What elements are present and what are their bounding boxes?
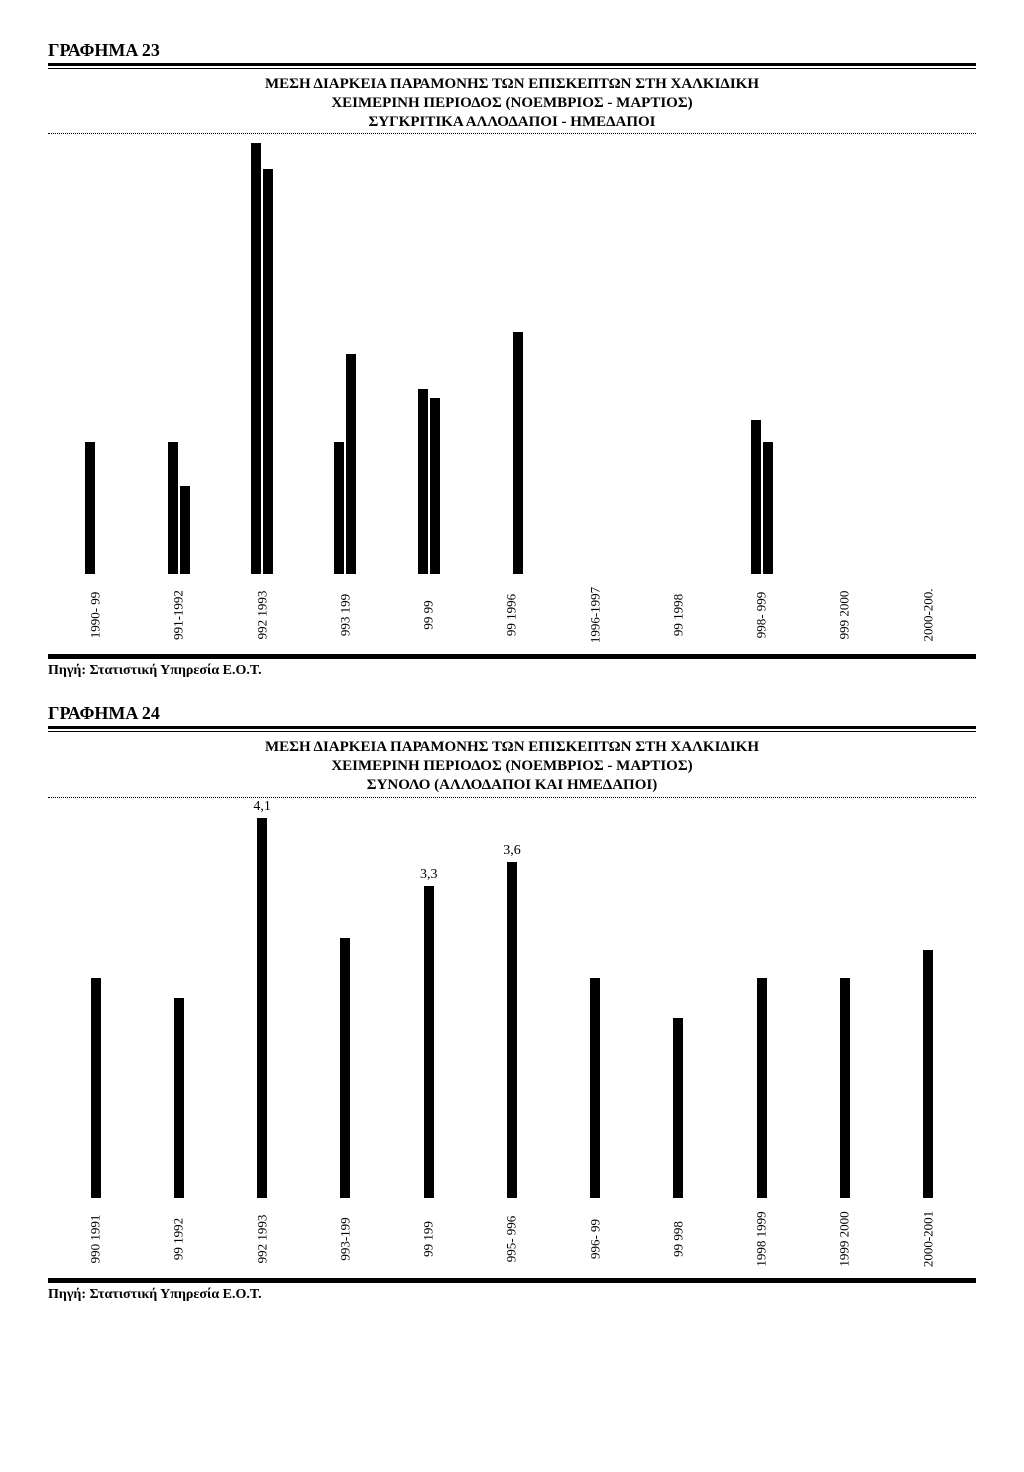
chart-23-rule xyxy=(48,63,976,69)
chart-24: ΓΡΑΦΗΜΑ 24 ΜΕΣΗ ΔΙΑΡΚΕΙΑ ΠΑΡΑΜΟΝΗΣ ΤΩΝ Ε… xyxy=(48,703,976,1302)
chart-24-bar-slot xyxy=(803,798,886,1198)
chart-23-x-label: 99 1998 xyxy=(643,574,713,657)
chart-23-title-line3: ΣΥΓΚΡΙΤΙΚΑ ΑΛΛΟΔΑΠΟΙ - ΗΜΕΔΑΠΟΙ xyxy=(48,113,976,132)
chart-23-bar-a xyxy=(168,442,178,574)
chart-23-bar-b xyxy=(763,442,773,574)
chart-23-bar-slot xyxy=(554,134,637,574)
chart-23-x-label: 991-1992 xyxy=(144,574,214,657)
chart-24-rule xyxy=(48,726,976,732)
chart-24-bar-slot xyxy=(137,798,220,1198)
chart-24-x-label: 1999 2000 xyxy=(810,1197,880,1280)
chart-24-x-label: 99 199 xyxy=(394,1197,464,1280)
chart-24-bar xyxy=(590,978,600,1198)
chart-24-bar xyxy=(174,998,184,1198)
chart-24-bar xyxy=(424,886,434,1198)
chart-24-x-label: 995- 996 xyxy=(477,1197,547,1280)
chart-24-title-line2: ΧΕΙΜΕΡΙΝΗ ΠΕΡΙΟΔΟΣ (ΝΟΕΜΒΡΙΟΣ - ΜΑΡΤΙΟΣ) xyxy=(48,757,976,776)
chart-24-source: Πηγή: Στατιστική Υπηρεσία Ε.Ο.Τ. xyxy=(48,1287,976,1303)
chart-24-bar xyxy=(923,950,933,1198)
chart-24-bar xyxy=(840,978,850,1198)
chart-24-x-label: 990 1991 xyxy=(61,1197,131,1280)
chart-23-bar-a xyxy=(334,442,344,574)
chart-24-bar-slot xyxy=(54,798,137,1198)
chart-24-value-label: 4,1 xyxy=(253,798,271,814)
chart-24-bar xyxy=(340,938,350,1198)
chart-23-bar-b xyxy=(346,354,356,574)
chart-24-x-label: 992 1993 xyxy=(227,1197,297,1280)
chart-23-bar-b xyxy=(430,398,440,574)
chart-24-bar-slot xyxy=(554,798,637,1198)
chart-23-source: Πηγή: Στατιστική Υπηρεσία Ε.Ο.Τ. xyxy=(48,663,976,679)
chart-24-bar-slot: 4,1 xyxy=(221,798,304,1198)
chart-24-bar-slot xyxy=(720,798,803,1198)
chart-24-bar xyxy=(257,818,267,1198)
chart-23-bar-slot xyxy=(304,134,387,574)
chart-23-bar-a xyxy=(85,442,95,574)
chart-24-x-label: 99 1992 xyxy=(144,1197,214,1280)
chart-23-x-label: 1996-1997 xyxy=(560,574,630,657)
chart-23-bar-slot xyxy=(637,134,720,574)
chart-24-titles: ΜΕΣΗ ΔΙΑΡΚΕΙΑ ΠΑΡΑΜΟΝΗΣ ΤΩΝ ΕΠΙΣΚΕΠΤΩΝ Σ… xyxy=(48,738,976,794)
chart-24-x-label: 2000-2001 xyxy=(893,1197,963,1280)
chart-23-bar-slot xyxy=(387,134,470,574)
chart-23-x-label: 1990- 99 xyxy=(61,574,131,657)
chart-24-x-label: 993-199 xyxy=(310,1197,380,1280)
chart-23-bar-slot xyxy=(470,134,553,574)
chart-24-x-label: 99 998 xyxy=(643,1197,713,1280)
chart-24-title-line1: ΜΕΣΗ ΔΙΑΡΚΕΙΑ ΠΑΡΑΜΟΝΗΣ ΤΩΝ ΕΠΙΣΚΕΠΤΩΝ Σ… xyxy=(48,738,976,757)
chart-23-bar-slot xyxy=(803,134,886,574)
chart-23-x-label: 992 1993 xyxy=(227,574,297,657)
chart-23-x-label: 99 99 xyxy=(394,574,464,657)
chart-23-bar-a xyxy=(418,389,428,574)
chart-23-bar-slot xyxy=(137,134,220,574)
chart-24-x-labels: 990 199199 1992992 1993993-19999 199995-… xyxy=(48,1204,976,1274)
chart-23-heading: ΓΡΑΦΗΜΑ 23 xyxy=(48,40,976,61)
chart-24-bar xyxy=(507,862,517,1198)
chart-24-bar-slot xyxy=(304,798,387,1198)
chart-23-bar-b xyxy=(513,332,523,574)
chart-23-bar-slot xyxy=(720,134,803,574)
chart-23-x-labels: 1990- 99991-1992992 1993993 19999 9999 1… xyxy=(48,580,976,650)
chart-23-bar-b xyxy=(263,169,273,574)
chart-23-x-label: 99 1996 xyxy=(477,574,547,657)
chart-24-bar-slot: 3,6 xyxy=(470,798,553,1198)
chart-24-bar xyxy=(673,1018,683,1198)
chart-24-heading: ΓΡΑΦΗΜΑ 24 xyxy=(48,703,976,724)
chart-23-title-line2: ΧΕΙΜΕΡΙΝΗ ΠΕΡΙΟΔΟΣ (ΝΟΕΜΒΡΙΟΣ - ΜΑΡΤΙΟΣ) xyxy=(48,94,976,113)
chart-24-plot-area: 4,1 3,3 3,6 xyxy=(48,798,976,1198)
chart-23-bar-slot xyxy=(887,134,970,574)
chart-23: ΓΡΑΦΗΜΑ 23 ΜΕΣΗ ΔΙΑΡΚΕΙΑ ΠΑΡΑΜΟΝΗΣ ΤΩΝ Ε… xyxy=(48,40,976,679)
chart-24-bar-slot xyxy=(637,798,720,1198)
chart-23-x-label: 993 199 xyxy=(310,574,380,657)
chart-23-bar-a xyxy=(751,420,761,574)
chart-24-bar-slot: 3,3 xyxy=(387,798,470,1198)
chart-23-title-line1: ΜΕΣΗ ΔΙΑΡΚΕΙΑ ΠΑΡΑΜΟΝΗΣ ΤΩΝ ΕΠΙΣΚΕΠΤΩΝ Σ… xyxy=(48,75,976,94)
chart-23-plot-area xyxy=(48,134,976,574)
chart-24-x-label: 1998 1999 xyxy=(727,1197,797,1280)
chart-23-bar-a xyxy=(251,143,261,574)
chart-23-bar-slot xyxy=(54,134,137,574)
chart-23-titles: ΜΕΣΗ ΔΙΑΡΚΕΙΑ ΠΑΡΑΜΟΝΗΣ ΤΩΝ ΕΠΙΣΚΕΠΤΩΝ Σ… xyxy=(48,75,976,131)
chart-23-x-label: 999 2000 xyxy=(810,574,880,657)
chart-24-bar-slot xyxy=(887,798,970,1198)
chart-24-title-line3: ΣΥΝΟΛΟ (ΑΛΛΟΔΑΠΟΙ ΚΑΙ ΗΜΕΔΑΠΟΙ) xyxy=(48,776,976,795)
chart-24-bar xyxy=(757,978,767,1198)
chart-23-bar-slot xyxy=(221,134,304,574)
chart-23-bar-b xyxy=(180,486,190,574)
chart-23-x-label: 998- 999 xyxy=(727,574,797,657)
chart-24-value-label: 3,3 xyxy=(420,866,438,882)
chart-24-value-label: 3,6 xyxy=(503,842,521,858)
chart-24-x-label: 996- 99 xyxy=(560,1197,630,1280)
chart-23-x-label: 2000-200. xyxy=(893,574,963,657)
chart-24-bar xyxy=(91,978,101,1198)
